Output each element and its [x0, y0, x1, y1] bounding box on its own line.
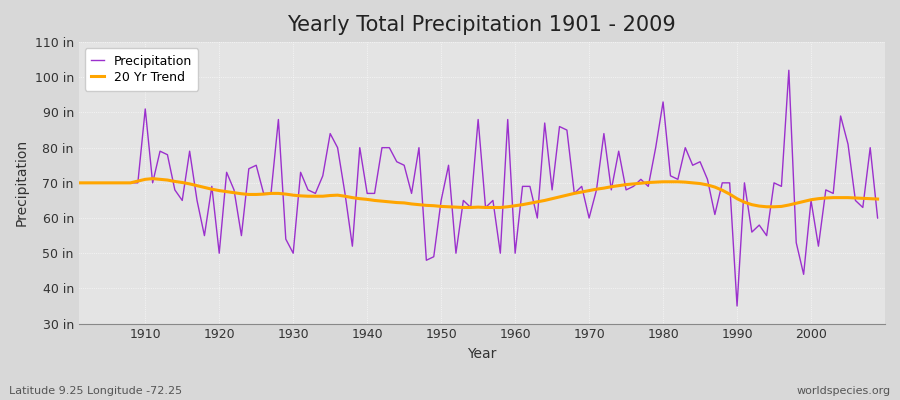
Text: Latitude 9.25 Longitude -72.25: Latitude 9.25 Longitude -72.25 [9, 386, 182, 396]
20 Yr Trend [458, 205, 469, 210]
Precipitation [509, 251, 520, 256]
Precipitation [339, 191, 350, 196]
Precipitation [502, 117, 513, 122]
20 Yr Trend [613, 183, 624, 188]
20 Yr Trend [132, 179, 143, 184]
Precipitation [732, 304, 742, 308]
Precipitation [295, 170, 306, 175]
Precipitation [872, 216, 883, 220]
Precipitation [598, 131, 609, 136]
Legend: Precipitation, 20 Yr Trend: Precipitation, 20 Yr Trend [85, 48, 198, 91]
20 Yr Trend [148, 176, 158, 181]
Precipitation [132, 180, 143, 185]
20 Yr Trend [73, 180, 84, 185]
20 Yr Trend [525, 201, 535, 206]
20 Yr Trend [347, 195, 358, 200]
Title: Yearly Total Precipitation 1901 - 2009: Yearly Total Precipitation 1901 - 2009 [287, 15, 676, 35]
20 Yr Trend [872, 197, 883, 202]
20 Yr Trend [302, 194, 313, 199]
20 Yr Trend [518, 202, 528, 207]
Line: 20 Yr Trend: 20 Yr Trend [78, 179, 878, 208]
Precipitation [783, 68, 794, 73]
Y-axis label: Precipitation: Precipitation [15, 139, 29, 226]
Precipitation [73, 180, 84, 185]
X-axis label: Year: Year [467, 347, 497, 361]
Text: worldspecies.org: worldspecies.org [796, 386, 891, 396]
Line: Precipitation: Precipitation [78, 70, 878, 306]
